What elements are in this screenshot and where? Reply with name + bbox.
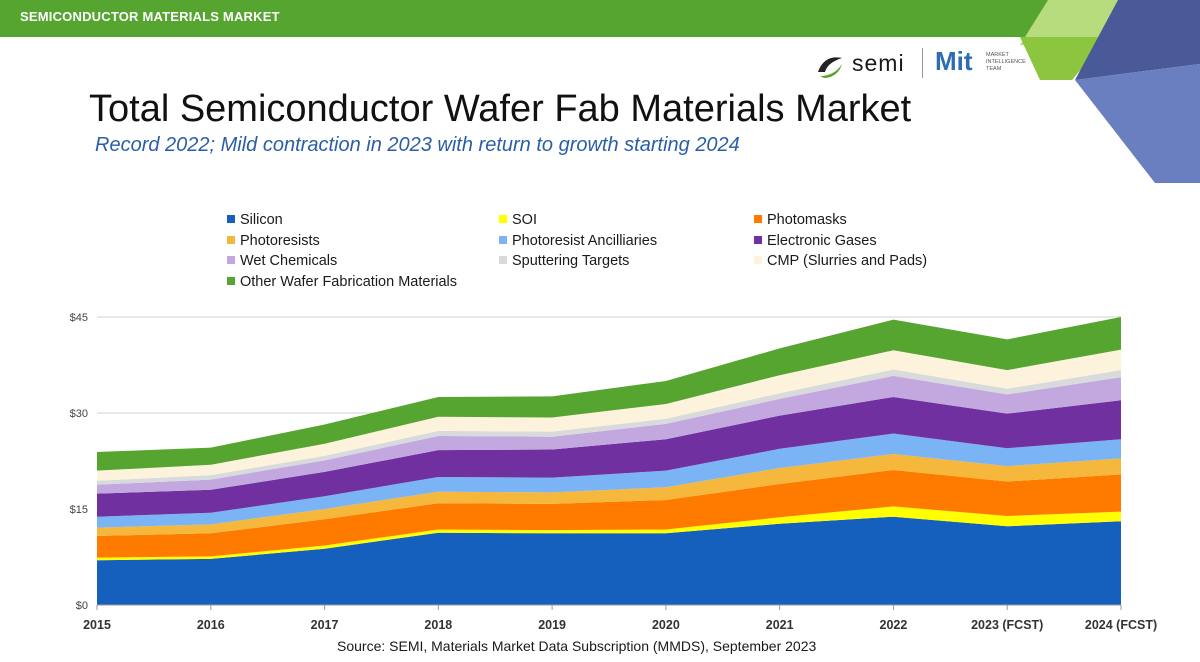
x-tick-label: 2022: [880, 618, 908, 632]
area-electronic-gases: [97, 397, 1121, 517]
corner-shape-lime: [1020, 37, 1108, 80]
legend-item-silicon: Silicon: [227, 212, 283, 228]
corner-decoration: [1020, 0, 1200, 183]
legend-item-sputtering-targets: Sputtering Targets: [499, 253, 629, 269]
y-tick-label: $15: [70, 504, 88, 516]
corner-shape-navy: [1075, 64, 1200, 183]
legend-swatch: [754, 256, 762, 264]
source-note: Source: SEMI, Materials Market Data Subs…: [337, 638, 817, 654]
legend-label: Electronic Gases: [767, 232, 877, 249]
legend-label: Silicon: [240, 212, 283, 228]
semi-logo-text: semi: [852, 50, 905, 76]
x-tick-label: 2024 (FCST): [1085, 618, 1157, 632]
area-other-wafer-fabrication-materials: [97, 317, 1121, 471]
chart-legend: Silicon SOI Photomasks Photoresists Photores…: [227, 212, 1027, 296]
corner-shape-navy-top: [1075, 0, 1200, 80]
mit-tagline: MARKET INTELLIGENCE TEAM: [986, 52, 1026, 72]
x-tick-label: 2015: [83, 618, 111, 632]
legend-label: Photoresists: [240, 232, 320, 249]
x-tick-label: 2018: [424, 618, 452, 632]
legend-item-photoresist-ancilliaries: Photoresist Ancilliaries: [499, 233, 657, 249]
area-photoresist-ancilliaries: [97, 433, 1121, 528]
x-tick-label: 2021: [766, 618, 794, 632]
legend-label: Sputtering Targets: [512, 253, 630, 269]
legend-swatch: [227, 215, 235, 223]
page-title: Total Semiconductor Wafer Fab Materials …: [89, 88, 912, 130]
legend-label: CMP (Slurries and Pads): [767, 253, 928, 269]
x-tick-label: 2020: [652, 618, 680, 632]
legend-swatch: [754, 215, 762, 223]
legend-swatch: [499, 235, 507, 244]
x-tick-label: 2019: [538, 618, 566, 632]
legend-label: SOI: [512, 212, 537, 228]
legend-item-soi: SOI: [499, 212, 537, 228]
x-tick-label: 2016: [197, 618, 225, 632]
legend-swatch: [227, 276, 235, 285]
area-silicon: [97, 516, 1121, 605]
x-tick-label: 2017: [311, 618, 339, 632]
mit-logo-text: Mit: [935, 46, 973, 76]
area-soi: [97, 506, 1121, 561]
x-tick-label: 2023 (FCST): [971, 618, 1043, 632]
page-subtitle: Record 2022; Mild contraction in 2023 wi…: [95, 134, 740, 156]
legend-label: Photoresist Ancilliaries: [512, 232, 658, 249]
semi-logo-icon: [818, 57, 842, 78]
area-photoresists: [97, 454, 1121, 536]
legend-swatch: [227, 256, 235, 264]
header-bar-title: SEMICONDUCTOR MATERIALS MARKET: [20, 9, 280, 24]
legend-swatch: [754, 235, 762, 244]
legend-swatch: [499, 256, 507, 264]
legend-item-photomasks: Photomasks: [754, 212, 847, 228]
y-tick-label: $30: [70, 408, 88, 420]
area-wet-chemicals: [97, 375, 1121, 494]
legend-label: Wet Chemicals: [240, 253, 338, 269]
legend-swatch: [227, 235, 235, 244]
legend-item-other-wafer-fabrication-materials: Other Wafer Fabrication Materials: [227, 274, 457, 290]
legend-item-cmp-slurries-and-pads: CMP (Slurries and Pads): [754, 253, 927, 269]
y-tick-label: $45: [70, 312, 88, 324]
legend-item-electronic-gases: Electronic Gases: [754, 233, 877, 249]
legend-swatch: [499, 215, 507, 223]
legend-label: Photomasks: [767, 212, 847, 228]
stacked-area-chart: $0 $15 $30 $45 2015 2016 2017 2018 2019 2020 2021 2…: [70, 312, 1157, 632]
brand-logos: semi Mit MARKET INTELLIGENCE TEAM: [815, 46, 1045, 80]
area-cmp-slurries-and-pads: [97, 349, 1121, 481]
legend-item-photoresists: Photoresists: [227, 233, 320, 249]
legend-label: Other Wafer Fabrication Materials: [240, 273, 458, 290]
legend-item-wet-chemicals: Wet Chemicals: [227, 253, 337, 269]
area-photomasks: [97, 470, 1121, 558]
area-sputtering-targets: [97, 369, 1121, 485]
header-bar: SEMICONDUCTOR MATERIALS MARKET: [0, 0, 1200, 37]
y-tick-label: $0: [76, 600, 88, 612]
logo-divider: [922, 48, 923, 78]
